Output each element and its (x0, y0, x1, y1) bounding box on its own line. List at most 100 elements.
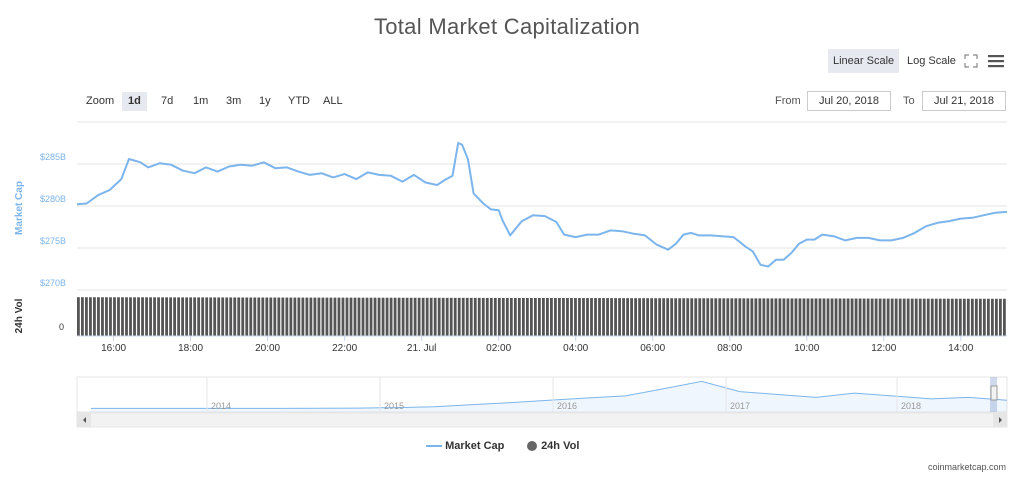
volume-bar (702, 298, 706, 336)
volume-bar (742, 298, 746, 336)
x-tick-label: 06:00 (640, 343, 665, 354)
zoom-1m-button[interactable]: 1m (193, 95, 209, 107)
zoom-all-button[interactable]: ALL (323, 95, 343, 107)
volume-bar (169, 297, 173, 336)
volume-bar (249, 297, 253, 336)
volume-bar (525, 297, 529, 336)
volume-bar (798, 298, 802, 336)
zoom-1y-button[interactable]: 1y (259, 95, 271, 107)
volume-bar (958, 298, 962, 336)
volume-bar (173, 297, 177, 336)
volume-bar (125, 297, 128, 336)
zoom-3m-button[interactable]: 3m (226, 95, 242, 107)
volume-bar (674, 298, 678, 336)
volume-bar (650, 298, 654, 336)
log-scale-button[interactable]: Log Scale (907, 55, 956, 67)
volume-bar (546, 298, 549, 336)
menu-icon[interactable] (987, 53, 1005, 69)
circle-marker-icon (527, 441, 537, 452)
navigator-tick-label: 2015 (384, 401, 404, 411)
volume-bar (630, 298, 633, 336)
zoom-1d-button[interactable]: 1d (122, 92, 147, 111)
volume-bar (690, 298, 694, 336)
volume-bar (966, 298, 970, 336)
legend-market-cap[interactable]: Market Cap (426, 440, 504, 452)
volume-bar (854, 298, 858, 336)
volume-bar (197, 297, 201, 336)
market-cap-series-line (76, 142, 1008, 268)
volume-bar (341, 297, 345, 336)
volume-bar (566, 298, 569, 336)
volume-bar (305, 297, 309, 336)
volume-bar (97, 297, 100, 336)
volume-bar (481, 297, 485, 336)
to-label: To (903, 95, 915, 107)
volume-bar (405, 297, 409, 336)
volume-bar (666, 298, 670, 336)
volume-bar (409, 297, 413, 336)
volume-bar (982, 298, 986, 336)
volume-bar (898, 298, 902, 336)
volume-bar (449, 297, 453, 336)
volume-bar (165, 297, 168, 336)
volume-bar (794, 298, 798, 336)
navigator-area (91, 381, 1007, 412)
volume-bar (293, 297, 297, 336)
volume-bar (261, 297, 265, 336)
zoom-7d-button[interactable]: 7d (161, 95, 174, 107)
volume-bar (866, 298, 870, 336)
volume-bar (858, 298, 862, 336)
volume-bar (882, 298, 886, 336)
volume-bar (453, 297, 457, 336)
volume-bar (337, 297, 341, 336)
volume-bar (513, 297, 517, 336)
from-date-input[interactable]: Jul 20, 2018 (807, 91, 891, 111)
volume-bar (281, 297, 285, 336)
volume-bar (722, 298, 726, 336)
volume-bar (473, 297, 477, 336)
volume-bar (1002, 298, 1006, 336)
volume-bar (542, 298, 545, 336)
volume-bar (878, 298, 882, 336)
volume-bar (217, 297, 221, 336)
volume-bar (610, 298, 613, 336)
volume-bar (297, 297, 301, 336)
volume-bar (698, 298, 702, 336)
linear-scale-button[interactable]: Linear Scale (828, 49, 900, 73)
volume-bar (662, 298, 666, 336)
scroll-left-arrow-icon (83, 417, 86, 423)
volume-bar (778, 298, 782, 336)
zoom-ytd-button[interactable]: YTD (288, 95, 310, 107)
legend-24h-vol[interactable]: 24h Vol (526, 440, 579, 452)
fullscreen-icon[interactable] (963, 53, 979, 69)
scroll-right-arrow-icon (999, 417, 1002, 423)
volume-bar (934, 298, 938, 336)
navigator-handle (990, 385, 998, 401)
volume-bar (670, 298, 674, 336)
to-date-input[interactable]: Jul 21, 2018 (922, 91, 1006, 111)
volume-bar (497, 297, 501, 336)
x-tick-label: 18:00 (178, 343, 203, 354)
volume-bar (141, 297, 144, 336)
line-marker-icon (426, 445, 442, 448)
volume-bar (890, 298, 894, 336)
volume-bar (329, 297, 333, 336)
volume-bar (846, 298, 850, 336)
volume-bar (313, 297, 317, 336)
volume-bar (529, 297, 533, 336)
volume-bar (614, 298, 617, 336)
volume-bar (81, 297, 84, 336)
volume-bar (950, 298, 954, 336)
volume-bar (77, 297, 80, 336)
legend-market-cap-label: Market Cap (445, 440, 505, 452)
volume-bar (501, 297, 505, 336)
volume-bar (89, 297, 92, 336)
volume-bar (485, 297, 489, 336)
volume-bar (942, 298, 946, 336)
volume-bar (105, 297, 108, 336)
volume-bar (758, 298, 762, 336)
volume-bar (682, 298, 686, 336)
volume-bar (730, 298, 734, 336)
volume-bar (706, 298, 710, 336)
